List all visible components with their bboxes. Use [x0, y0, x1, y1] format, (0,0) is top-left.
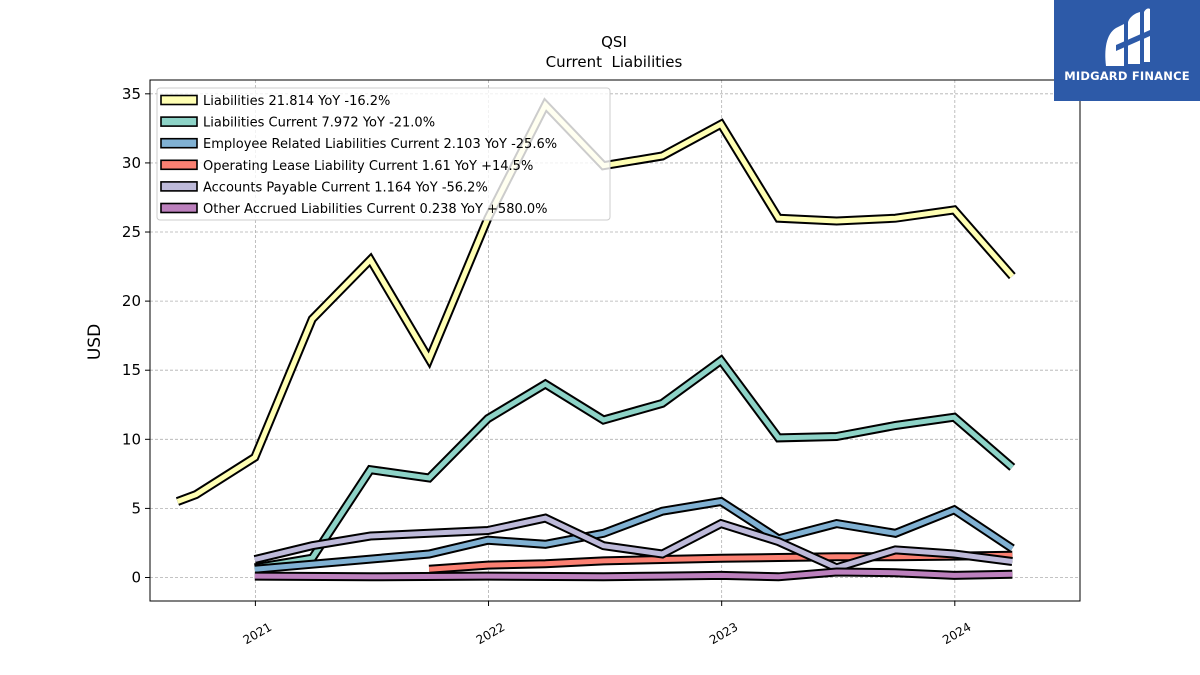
y-tick-label: 30 [122, 154, 141, 172]
legend-swatch [160, 202, 198, 214]
series-line-3 [254, 498, 1014, 572]
legend-box [156, 87, 611, 221]
series-line-6 [254, 569, 1013, 580]
y-tick-label: 35 [122, 85, 141, 103]
y-tick-label: 25 [122, 223, 141, 241]
y-tick-label: 10 [122, 430, 141, 448]
x-tick-label: 2021 [241, 620, 274, 647]
x-tick-label: 2024 [940, 620, 973, 647]
brand-logo: MIDGARD FINANCE [1054, 0, 1200, 101]
y-tick-label: 20 [122, 292, 141, 310]
legend-entry: Liabilities Current 7.972 YoY -21.0% [203, 116, 435, 131]
y-tick-label: 5 [131, 499, 141, 517]
y-tick-label: 15 [122, 361, 141, 379]
chart-title: QSI [601, 33, 627, 51]
legend-swatch [160, 94, 198, 106]
y-tick-label: 0 [131, 569, 141, 587]
legend-swatch [160, 137, 198, 149]
legend-swatch [160, 181, 198, 192]
series-line-5 [254, 515, 1013, 571]
plot-frame [149, 79, 1081, 602]
legend-entry: Employee Related Liabilities Current 2.1… [203, 137, 557, 152]
brand-name: MIDGARD FINANCE [1064, 69, 1190, 83]
legend-entry: Liabilities 21.814 YoY -16.2% [203, 94, 390, 109]
legend-swatch [160, 159, 198, 171]
x-tick-label: 2022 [474, 620, 507, 647]
legend-entry: Other Accrued Liabilities Current 0.238 … [203, 202, 548, 217]
x-tick-label: 2023 [707, 620, 740, 647]
y-axis: 0 5 10 15 20 25 30 35 [122, 85, 150, 587]
series-line-2 [254, 357, 1014, 571]
y-axis-label: USD [85, 324, 105, 360]
legend-swatch [160, 116, 198, 127]
series-line-4 [428, 552, 1013, 572]
brand-mark-icon [1105, 8, 1150, 66]
chart-subtitle: Current Liabilities [546, 53, 683, 71]
legend-entry: Accounts Payable Current 1.164 YoY -56.2… [203, 180, 488, 195]
legend-entry: Operating Lease Liability Current 1.61 Y… [203, 159, 533, 174]
legend: Liabilities 21.814 YoY -16.2% Liabilities… [156, 87, 611, 221]
x-axis: 2021 2022 2023 2024 [241, 601, 974, 647]
